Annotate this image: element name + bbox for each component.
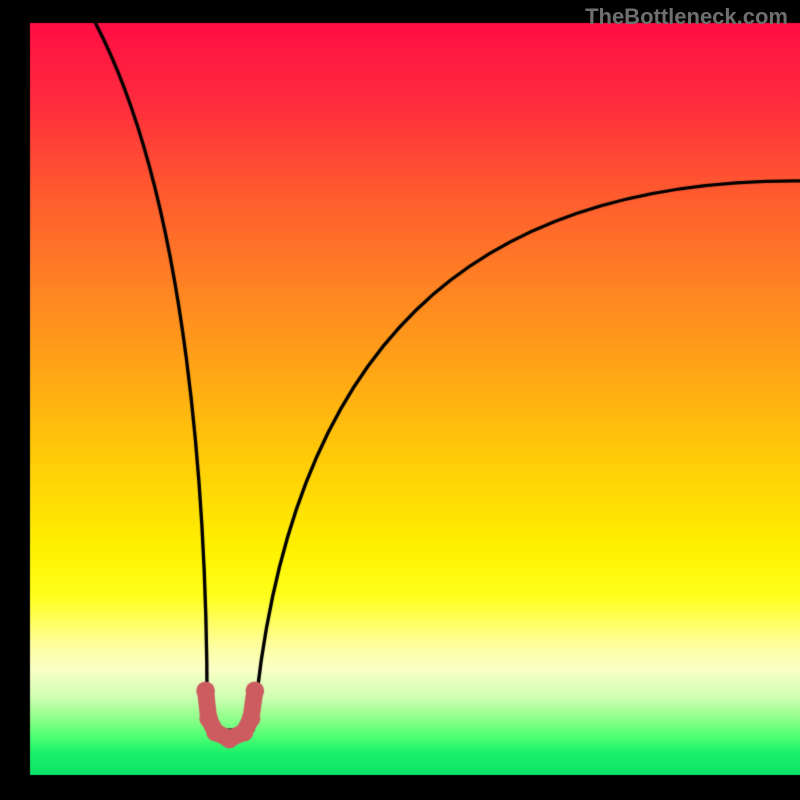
bottleneck-chart [0,0,800,800]
